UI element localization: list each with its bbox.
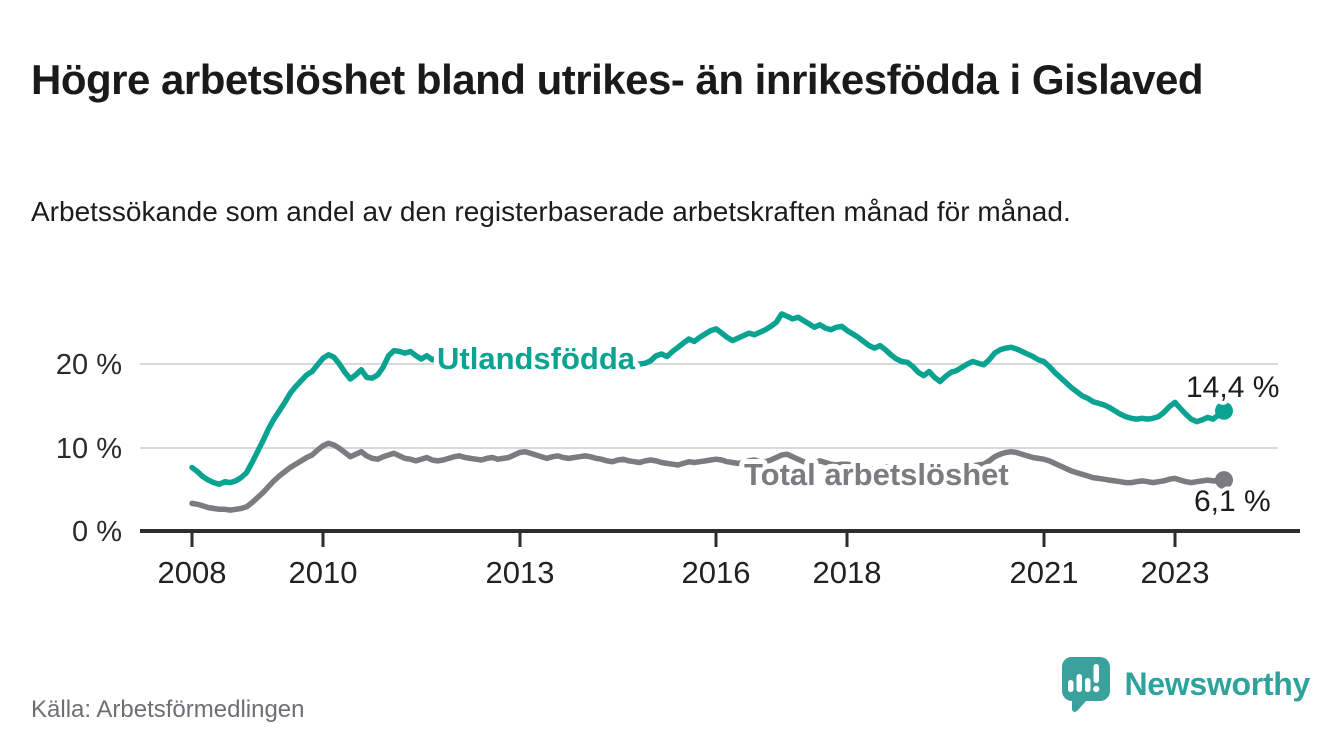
y-tick-label-0: 0 %: [72, 516, 122, 548]
series-label-total-arbetsloshet: Total arbetslöshet: [744, 457, 1009, 492]
x-tick-label-2018: 2018: [813, 555, 882, 590]
x-tick-label-2021: 2021: [1010, 555, 1079, 590]
x-axis-ticks: [190, 533, 1177, 547]
brand-wordmark: Newsworthy: [1124, 665, 1311, 702]
x-tick-label-2013: 2013: [486, 555, 555, 590]
series-label-utlandsfodda: Utlandsfödda: [437, 341, 636, 376]
y-tick-label-20: 20 %: [56, 349, 122, 381]
total-arbetsloshet-end-dot: [1215, 471, 1233, 490]
line-chart-svg: 20 % 10 % 0 % 2008 2010 2013 2016 2018 2…: [56, 311, 1300, 590]
utlandsfodda-line: [189, 311, 1227, 487]
end-value-total-arbetsloshet: 6,1 %: [1194, 485, 1271, 518]
x-tick-label-2016: 2016: [682, 555, 751, 590]
page-subtitle: Arbetssökande som andel av den registerb…: [31, 196, 1071, 227]
x-tick-label-2023: 2023: [1141, 555, 1210, 590]
source-note: Källa: Arbetsförmedlingen: [31, 696, 305, 723]
line-chart: 20 % 10 % 0 % 2008 2010 2013 2016 2018 2…: [0, 270, 1340, 610]
newsworthy-logo: Newsworthy: [1057, 654, 1311, 714]
logo-speech-bubble-chart-icon: [1061, 657, 1110, 712]
total-arbetsloshet-line: [189, 440, 1227, 513]
page-title: Högre arbetslöshet bland utrikes- än inr…: [31, 56, 1203, 104]
y-tick-label-10: 10 %: [56, 433, 122, 465]
x-tick-label-2010: 2010: [289, 555, 358, 590]
utlandsfodda-end-dot: [1215, 401, 1233, 420]
x-tick-label-2008: 2008: [158, 555, 227, 590]
end-value-utlandsfodda: 14,4 %: [1186, 371, 1279, 404]
